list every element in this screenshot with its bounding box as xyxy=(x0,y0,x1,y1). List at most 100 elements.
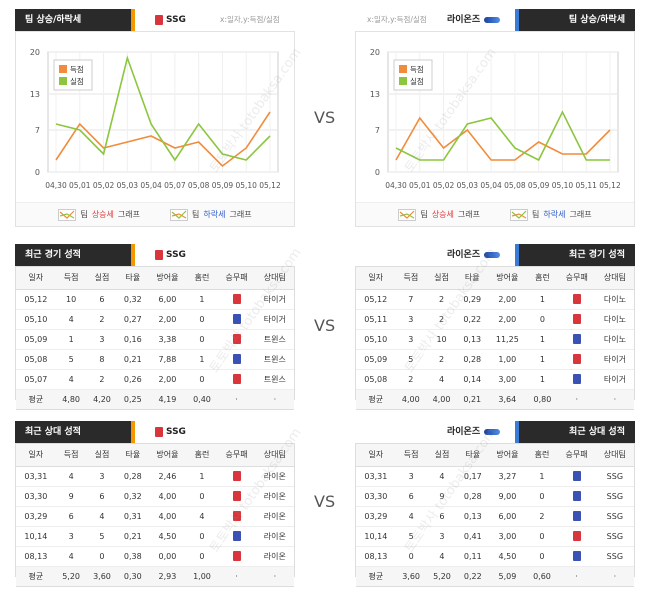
y-tick-label: 0 xyxy=(35,168,40,177)
footer-up-prefix: 팀 xyxy=(420,210,428,219)
table-cell: 4,00 xyxy=(148,506,187,527)
footer-down-suffix: 그래프 xyxy=(569,210,592,219)
table-cell: 0 xyxy=(186,526,218,547)
table-cell: 05,10 xyxy=(16,309,56,330)
table-cell: 0,11 xyxy=(457,546,489,567)
table-cell: 4 xyxy=(55,546,87,567)
table-cell: 0 xyxy=(186,329,218,350)
win-icon xyxy=(572,354,581,364)
ssg-logo-icon xyxy=(155,249,163,260)
table-cell: 2 xyxy=(86,309,118,330)
result-cell xyxy=(557,506,596,527)
table-cell: 라이온 xyxy=(255,546,294,567)
table-cell: 6,00 xyxy=(488,506,527,527)
footer-down-item: 팀 하락세 그래프 xyxy=(170,208,252,221)
table-cell: 8 xyxy=(86,349,118,370)
table-header-row: 일자 득점 실점 타율 방어율 홈런 승무패 상대팀 xyxy=(356,444,634,467)
average-cell: 5,09 xyxy=(488,566,527,587)
table-row: 08,13 0 4 0,11 4,50 0 SSG xyxy=(356,546,634,567)
average-cell: 3,64 xyxy=(487,389,528,410)
header-accent-blue xyxy=(515,244,519,266)
table-cell: 10 xyxy=(55,289,87,310)
trend-down-icon xyxy=(170,208,188,221)
loss-icon xyxy=(572,334,581,344)
table-cell: 2 xyxy=(426,289,457,310)
series-line xyxy=(55,55,271,162)
average-cell: · xyxy=(217,566,256,587)
table-cell: 6 xyxy=(86,289,118,310)
table-cell: 0,22 xyxy=(456,309,488,330)
vs-label-bottom: VS xyxy=(314,492,336,511)
average-cell: 평균 xyxy=(356,389,396,410)
trend-title: 팀 상승/하락세 xyxy=(15,9,131,31)
h2h-title: 최근 상대 성적 xyxy=(519,421,635,443)
table-cell: 0 xyxy=(186,546,218,567)
column-header: 일자 xyxy=(16,444,56,467)
legend-swatch xyxy=(59,65,67,73)
x-tick-label: 04,30 xyxy=(385,181,407,190)
table-cell: 타이거 xyxy=(255,289,294,310)
table-cell: SSG xyxy=(595,526,634,547)
result-cell xyxy=(557,526,596,547)
footer-up-suffix: 그래프 xyxy=(117,210,140,219)
table-cell: 03,29 xyxy=(16,506,56,527)
table-cell: 다이노 xyxy=(595,329,634,350)
result-cell xyxy=(217,466,256,487)
table-row: 10,14 5 3 0,41 3,00 0 SSG xyxy=(356,526,634,547)
average-cell: · xyxy=(255,566,294,587)
x-tick-label: 05,01 xyxy=(69,181,91,190)
table-cell: 4,50 xyxy=(148,526,187,547)
table-cell: 6 xyxy=(395,486,427,507)
y-tick-label: 7 xyxy=(35,126,40,135)
legend-swatch xyxy=(59,77,67,85)
table-cell: 2,00 xyxy=(487,289,528,310)
team-name-text: 라이온즈 xyxy=(447,250,481,260)
table-row: 05,10 4 2 0,27 2,00 0 타이거 xyxy=(16,309,294,330)
footer-up-word: 상승세 xyxy=(91,210,114,219)
column-header: 홈런 xyxy=(527,267,558,290)
average-cell: 4,20 xyxy=(86,389,118,410)
table-cell: 1 xyxy=(527,369,558,390)
table-cell: 1 xyxy=(527,349,558,370)
result-cell xyxy=(217,349,256,370)
recent-table-box: 일자 득점 실점 타율 방어율 홈런 승무패 상대팀 05,12 7 2 0,29 2,00 1 다이노 05… xyxy=(355,266,635,410)
average-cell: 5,20 xyxy=(55,566,87,587)
table-cell: 0,16 xyxy=(117,329,149,350)
average-cell: 2,93 xyxy=(148,566,187,587)
y-tick-label: 0 xyxy=(375,168,380,177)
table-cell: 7 xyxy=(395,289,427,310)
team-name-text: SSG xyxy=(166,427,186,437)
table-cell: 0,14 xyxy=(456,369,488,390)
result-cell xyxy=(557,466,596,487)
table-cell: SSG xyxy=(595,546,634,567)
table-cell: 0,38 xyxy=(117,546,149,567)
vs-label-top: VS xyxy=(314,108,336,127)
table-cell: 05,10 xyxy=(356,329,396,350)
average-cell: 평균 xyxy=(16,566,56,587)
column-header: 실점 xyxy=(426,444,458,467)
loss-icon xyxy=(232,354,241,364)
table-cell: 0,27 xyxy=(117,309,149,330)
trend-panel-ssg: 팀 상승/하락세 SSG x:일자,y:득점/실점 0 7 13 20 04,30 05,… xyxy=(15,9,295,227)
table-cell: 4 xyxy=(395,506,427,527)
column-header: 승무패 xyxy=(557,444,596,467)
team-name-text: SSG xyxy=(166,250,186,260)
column-header: 상대팀 xyxy=(595,267,634,290)
average-row: 평균 5,20 3,60 0,30 2,93 1,00 · · xyxy=(16,566,294,587)
table-cell: 08,13 xyxy=(356,546,396,567)
average-cell: 4,00 xyxy=(426,389,457,410)
table-cell: 0 xyxy=(526,526,558,547)
table-cell: 03,30 xyxy=(356,486,396,507)
table-cell: SSG xyxy=(595,486,634,507)
table-cell: 10 xyxy=(426,329,457,350)
table-cell: 0,32 xyxy=(117,486,149,507)
ssg-logo-icon xyxy=(155,14,163,25)
table-cell: 타이거 xyxy=(255,309,294,330)
column-header: 일자 xyxy=(356,444,396,467)
x-tick-label: 05,07 xyxy=(164,181,186,190)
footer-up-item: 팀 상승세 그래프 xyxy=(58,208,140,221)
axis-note: x:일자,y:득점/실점 xyxy=(220,15,280,24)
recent-panel-lions: 라이온즈 최근 경기 성적 일자 득점 실점 타율 방어율 홈런 승무패 상대팀 05,12 7 2… xyxy=(355,244,635,410)
average-cell: 0,25 xyxy=(117,389,149,410)
trend-title: 팀 상승/하락세 xyxy=(519,9,635,31)
